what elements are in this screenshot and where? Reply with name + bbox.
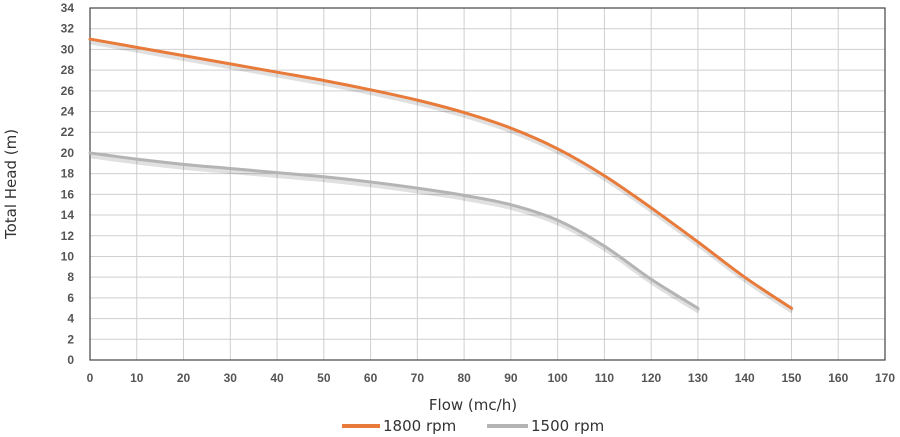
y-tick-label: 8 [67, 270, 74, 284]
legend-label-1500-rpm: 1500 rpm [531, 417, 604, 435]
y-tick-label: 2 [67, 332, 74, 346]
y-tick-label: 24 [61, 105, 75, 119]
y-tick-label: 12 [61, 229, 75, 243]
legend-label-1800-rpm: 1800 rpm [383, 417, 456, 435]
x-tick-label: 0 [87, 371, 94, 385]
x-tick-label: 160 [828, 371, 848, 385]
y-tick-label: 32 [61, 22, 75, 36]
y-tick-label: 26 [61, 84, 75, 98]
x-tick-label: 50 [317, 371, 331, 385]
series-shadow-1800-rpm [90, 39, 794, 314]
x-tick-labels: 0 10 20 30 40 50 60 70 80 90 100 110 120 130 140 150 160… [87, 371, 896, 385]
y-tick-label: 10 [61, 249, 75, 263]
y-tick-label: 14 [61, 208, 75, 222]
x-tick-label: 150 [781, 371, 801, 385]
y-tick-label: 34 [61, 1, 75, 15]
series-shadow-1500-rpm [90, 153, 701, 314]
y-tick-label: 22 [61, 125, 75, 139]
series-line-1500-rpm [88, 151, 700, 310]
y-tick-label: 6 [67, 291, 74, 305]
x-tick-label: 100 [548, 371, 568, 385]
y-tick-label: 28 [61, 63, 75, 77]
y-tick-label: 30 [61, 42, 75, 56]
x-tick-label: 70 [411, 371, 425, 385]
x-tick-label: 120 [641, 371, 661, 385]
y-tick-label: 16 [61, 187, 75, 201]
series-lines [88, 37, 794, 314]
y-axis-title: Total Head (m) [2, 129, 20, 240]
x-tick-label: 130 [688, 371, 708, 385]
grid [89, 7, 886, 361]
plot-frame [89, 7, 886, 361]
series-line-1800-rpm [88, 37, 793, 310]
x-tick-label: 90 [504, 371, 518, 385]
x-tick-label: 30 [224, 371, 238, 385]
y-tick-label: 18 [61, 167, 75, 181]
x-tick-label: 110 [595, 371, 615, 385]
y-tick-label: 20 [61, 146, 75, 160]
x-tick-label: 40 [270, 371, 284, 385]
x-axis-title: Flow (mc/h) [429, 396, 517, 414]
legend: 1800 rpm 1500 rpm [342, 417, 604, 435]
x-tick-label: 20 [177, 371, 191, 385]
x-tick-label: 10 [130, 371, 144, 385]
x-tick-label: 170 [875, 371, 895, 385]
y-tick-label: 4 [67, 312, 74, 326]
x-tick-label: 140 [735, 371, 755, 385]
x-tick-label: 80 [457, 371, 471, 385]
y-tick-label: 0 [67, 353, 74, 367]
x-tick-label: 60 [364, 371, 378, 385]
